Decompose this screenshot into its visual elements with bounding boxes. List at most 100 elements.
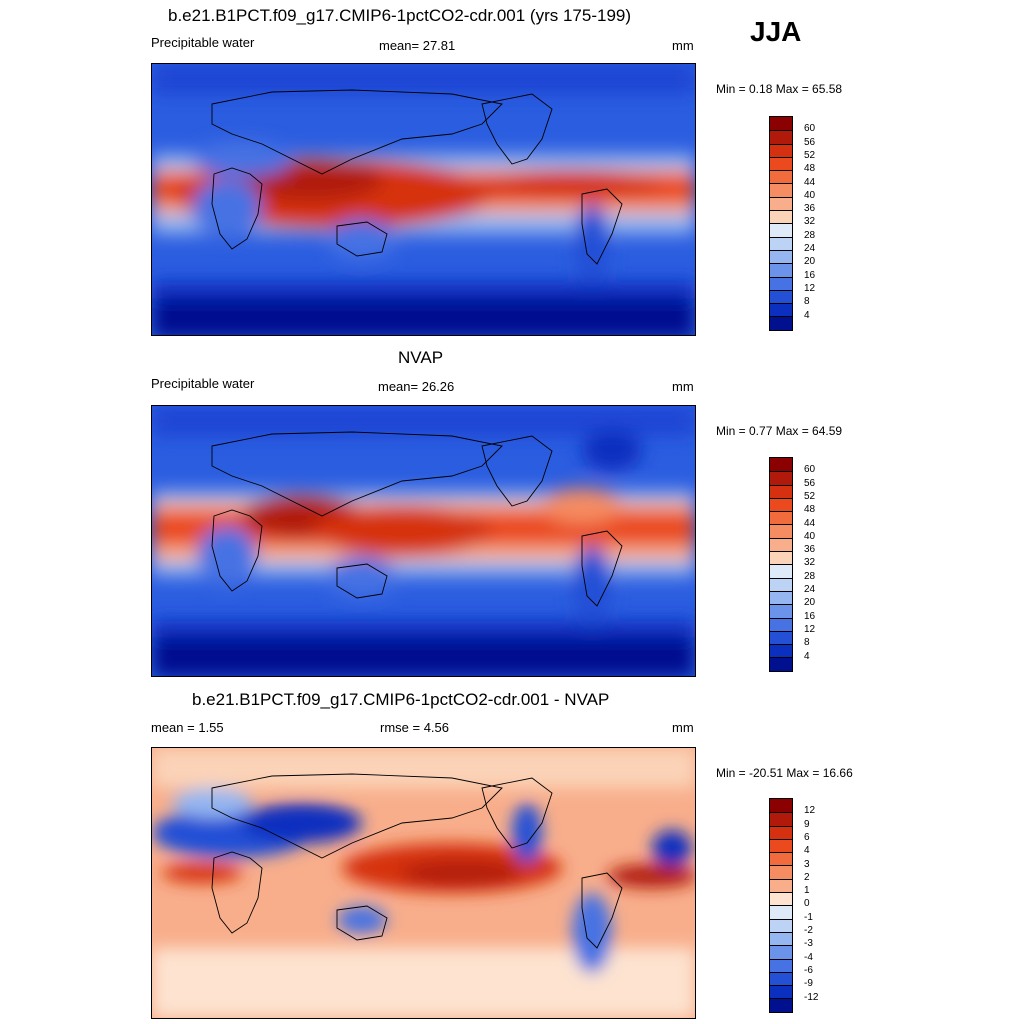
colorbar-segment bbox=[770, 644, 792, 658]
colorbar-segment bbox=[770, 825, 792, 839]
colorbar-segment bbox=[770, 249, 792, 264]
panel-1-colorbar bbox=[769, 116, 793, 331]
colorbar-segment bbox=[770, 838, 792, 853]
panel-3-map-field bbox=[152, 748, 695, 1018]
colorbar-tick-label: 44 bbox=[804, 176, 816, 188]
colorbar-tick-label: 4 bbox=[804, 845, 810, 857]
colorbar-segment bbox=[770, 905, 792, 919]
colorbar-tick-label: -12 bbox=[804, 991, 819, 1003]
colorbar-segment bbox=[770, 303, 792, 317]
colorbar-segment bbox=[770, 458, 792, 472]
panel-3-rmse-label: rmse = 4.56 bbox=[380, 720, 450, 735]
colorbar-tick-label: 24 bbox=[804, 584, 816, 595]
colorbar-segment bbox=[770, 263, 792, 277]
colorbar-tick-label: -2 bbox=[804, 925, 813, 936]
colorbar-segment bbox=[770, 537, 792, 552]
colorbar-tick-label: 48 bbox=[804, 163, 816, 175]
colorbar-tick-label: 12 bbox=[804, 805, 816, 817]
colorbar-tick-label: -9 bbox=[804, 978, 813, 990]
colorbar-segment bbox=[770, 471, 792, 485]
colorbar-tick-label: 8 bbox=[804, 296, 810, 308]
panel-3-colorbar bbox=[769, 798, 793, 1013]
colorbar-tick-label: 8 bbox=[804, 637, 810, 649]
panel-1-minmax: Min = 0.18 Max = 65.58 bbox=[716, 82, 843, 96]
colorbar-segment bbox=[770, 564, 792, 578]
colorbar-tick-label: 28 bbox=[804, 570, 816, 582]
colorbar-tick-label: 28 bbox=[804, 229, 816, 241]
colorbar-tick-label: 20 bbox=[804, 256, 816, 268]
colorbar-tick-label: -4 bbox=[804, 951, 813, 963]
panel-2-variable-label: Precipitable water bbox=[151, 376, 255, 391]
colorbar-tick-label: 4 bbox=[804, 309, 810, 321]
panel-2-map bbox=[151, 405, 696, 677]
colorbar-tick-label: 32 bbox=[804, 216, 816, 228]
colorbar-tick-label: 9 bbox=[804, 818, 810, 830]
colorbar-segment bbox=[770, 183, 792, 197]
colorbar-tick-label: 16 bbox=[804, 269, 816, 281]
colorbar-tick-label: 3 bbox=[804, 858, 810, 870]
colorbar-segment bbox=[770, 945, 792, 959]
panel-3-title: b.e21.B1PCT.f09_g17.CMIP6-1pctCO2-cdr.00… bbox=[192, 690, 610, 709]
panel-1-title: b.e21.B1PCT.f09_g17.CMIP6-1pctCO2-cdr.00… bbox=[168, 6, 632, 25]
panel-1-map-field bbox=[152, 64, 695, 335]
colorbar-segment bbox=[770, 971, 792, 986]
colorbar-segment bbox=[770, 511, 792, 525]
panel-3-map bbox=[151, 747, 696, 1019]
colorbar-segment bbox=[770, 276, 792, 290]
panel-2-mean-label: mean= 26.26 bbox=[378, 379, 455, 394]
colorbar-segment bbox=[770, 998, 792, 1012]
panel-3-minmax: Min = -20.51 Max = 16.66 bbox=[716, 766, 853, 780]
panel-1-map bbox=[151, 63, 696, 336]
colorbar-tick-label: 36 bbox=[804, 544, 816, 556]
colorbar-segment bbox=[770, 156, 792, 171]
colorbar-tick-label: 12 bbox=[804, 282, 816, 294]
colorbar-segment bbox=[770, 617, 792, 631]
colorbar-segment bbox=[770, 590, 792, 605]
panel-2-minmax: Min = 0.77 Max = 64.59 bbox=[716, 424, 843, 438]
colorbar-tick-label: 6 bbox=[804, 831, 810, 843]
panel-1-mean-label: mean= 27.81 bbox=[379, 38, 456, 53]
colorbar-segment bbox=[770, 918, 792, 932]
colorbar-segment bbox=[770, 143, 792, 157]
colorbar-segment bbox=[770, 630, 792, 645]
colorbar-segment bbox=[770, 852, 792, 866]
panel-2-units-label: mm bbox=[672, 379, 694, 394]
colorbar-segment bbox=[770, 210, 792, 224]
colorbar-tick-label: 52 bbox=[804, 490, 816, 502]
colorbar-tick-label: 56 bbox=[804, 136, 816, 148]
panel-2-map-field bbox=[152, 406, 695, 676]
colorbar-segment bbox=[770, 236, 792, 250]
panel-3-mean-label: mean = 1.55 bbox=[151, 720, 224, 735]
colorbar-segment bbox=[770, 196, 792, 211]
colorbar-segment bbox=[770, 985, 792, 999]
colorbar-segment bbox=[770, 931, 792, 946]
colorbar-segment bbox=[770, 604, 792, 618]
colorbar-tick-label: 12 bbox=[804, 623, 816, 635]
colorbar-segment bbox=[770, 657, 792, 671]
colorbar-tick-label: 32 bbox=[804, 557, 816, 569]
colorbar-segment bbox=[770, 170, 792, 184]
colorbar-tick-label: 40 bbox=[804, 530, 816, 542]
colorbar-segment bbox=[770, 878, 792, 893]
colorbar-segment bbox=[770, 316, 792, 330]
colorbar-segment bbox=[770, 497, 792, 512]
colorbar-segment bbox=[770, 892, 792, 906]
colorbar-segment bbox=[770, 551, 792, 565]
colorbar-tick-label: 0 bbox=[804, 898, 810, 910]
panel-2-title: NVAP bbox=[398, 348, 444, 367]
colorbar-segment bbox=[770, 958, 792, 972]
panel-2-colorbar bbox=[769, 457, 793, 672]
colorbar-tick-label: 24 bbox=[804, 243, 816, 254]
colorbar-tick-label: 44 bbox=[804, 517, 816, 529]
colorbar-segment bbox=[770, 289, 792, 304]
colorbar-tick-label: 36 bbox=[804, 203, 816, 215]
colorbar-tick-label: 60 bbox=[804, 464, 816, 476]
colorbar-segment bbox=[770, 865, 792, 879]
colorbar-segment bbox=[770, 130, 792, 144]
colorbar-tick-label: 40 bbox=[804, 189, 816, 201]
colorbar-tick-label: 4 bbox=[804, 650, 810, 662]
colorbar-tick-label: 48 bbox=[804, 504, 816, 516]
colorbar-segment bbox=[770, 223, 792, 237]
colorbar-segment bbox=[770, 577, 792, 591]
colorbar-segment bbox=[770, 812, 792, 826]
